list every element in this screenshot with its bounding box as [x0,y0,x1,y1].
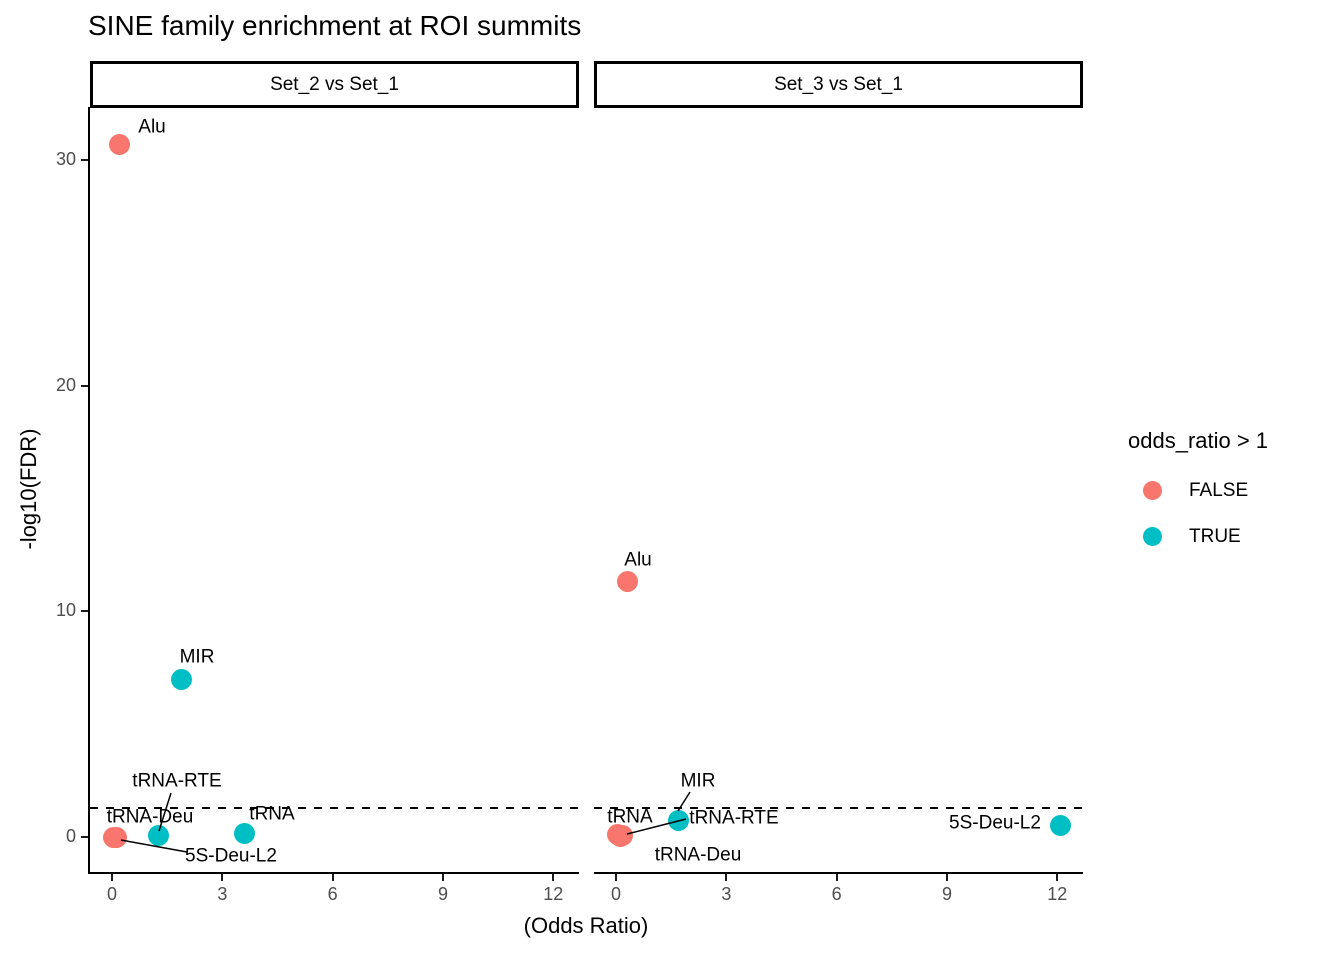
y-axis-tick-label: 20 [55,374,76,395]
x-axis-tick-label: 12 [543,884,564,904]
data-point-alu [616,571,638,593]
legend-swatch-true [1143,527,1162,546]
x-axis-tick-label: 9 [437,884,448,904]
x-axis-tick-label: 12 [1047,884,1068,904]
x-axis-title: (Odds Ratio) [523,913,649,938]
x-axis-tick [441,874,444,881]
plot-title: SINE family enrichment at ROI summits [88,10,582,41]
x-axis-tick [552,874,555,881]
threshold-dashed-line [90,806,579,809]
point-label-trna-deu: tRNA-Deu [106,806,194,828]
facet-strip: Set_3 vs Set_1 [594,61,1083,108]
x-axis-tick [221,874,224,881]
facet-strip: Set_2 vs Set_1 [90,61,579,108]
point-label-alu: Alu [138,116,166,138]
x-axis-tick [615,874,618,881]
x-axis-tick-label: 0 [611,884,622,904]
x-axis-tick-label: 6 [831,884,842,904]
y-axis-tick [81,610,88,613]
y-axis-title: -log10(FDR) [16,428,41,550]
legend-label-true: TRUE [1189,526,1241,547]
data-point-5s-deu-l2 [1050,815,1072,837]
y-axis-tick [81,384,88,387]
x-axis-tick-label: 9 [941,884,952,904]
point-label-trna-deu: tRNA-Deu [654,844,742,866]
data-point-mir [171,668,193,690]
point-label-mir: MIR [179,646,215,668]
x-axis-tick [331,874,334,881]
data-point-trna [233,823,255,845]
point-label-mir: MIR [680,770,716,792]
point-label-trna-rte: tRNA-RTE [689,807,779,829]
y-axis-tick-label: 10 [55,600,76,621]
x-axis-tick-label: 0 [107,884,118,904]
legend-title: odds_ratio > 1 [1128,428,1269,453]
data-point-trna-rte [147,825,169,847]
x-axis-tick-label: 6 [327,884,338,904]
data-point-5s-deu-l2 [105,826,127,848]
y-axis-tick [81,158,88,161]
x-axis-line [594,872,1083,874]
legend-label-false: FALSE [1189,480,1249,501]
x-axis-tick-label: 3 [721,884,732,904]
y-axis-line [88,107,90,874]
y-axis-tick-label: 0 [65,826,76,847]
legend-swatch-false [1143,481,1162,500]
data-point-trna-deu [609,825,631,847]
y-axis-tick-label: 30 [55,148,76,169]
x-axis-tick [725,874,728,881]
point-label-5s-deu-l2: 5S-Deu-L2 [185,845,277,867]
x-axis-tick [111,874,114,881]
data-point-mir [668,809,690,831]
point-label-5s-deu-l2: 5S-Deu-L2 [949,812,1041,834]
x-axis-tick-label: 3 [217,884,228,904]
threshold-dashed-line [594,806,1083,809]
point-label-trna: tRNA [249,803,295,825]
point-label-trna-rte: tRNA-RTE [132,770,222,792]
x-axis-line [90,872,579,874]
y-axis-tick [81,836,88,839]
x-axis-tick [835,874,838,881]
facet-strip-label: Set_3 vs Set_1 [774,73,903,95]
point-label-alu: Alu [624,549,652,571]
data-point-alu [108,133,130,155]
x-axis-tick [1056,874,1059,881]
point-label-trna: tRNA [607,806,653,828]
x-axis-tick [945,874,948,881]
facet-strip-label: Set_2 vs Set_1 [270,73,399,95]
